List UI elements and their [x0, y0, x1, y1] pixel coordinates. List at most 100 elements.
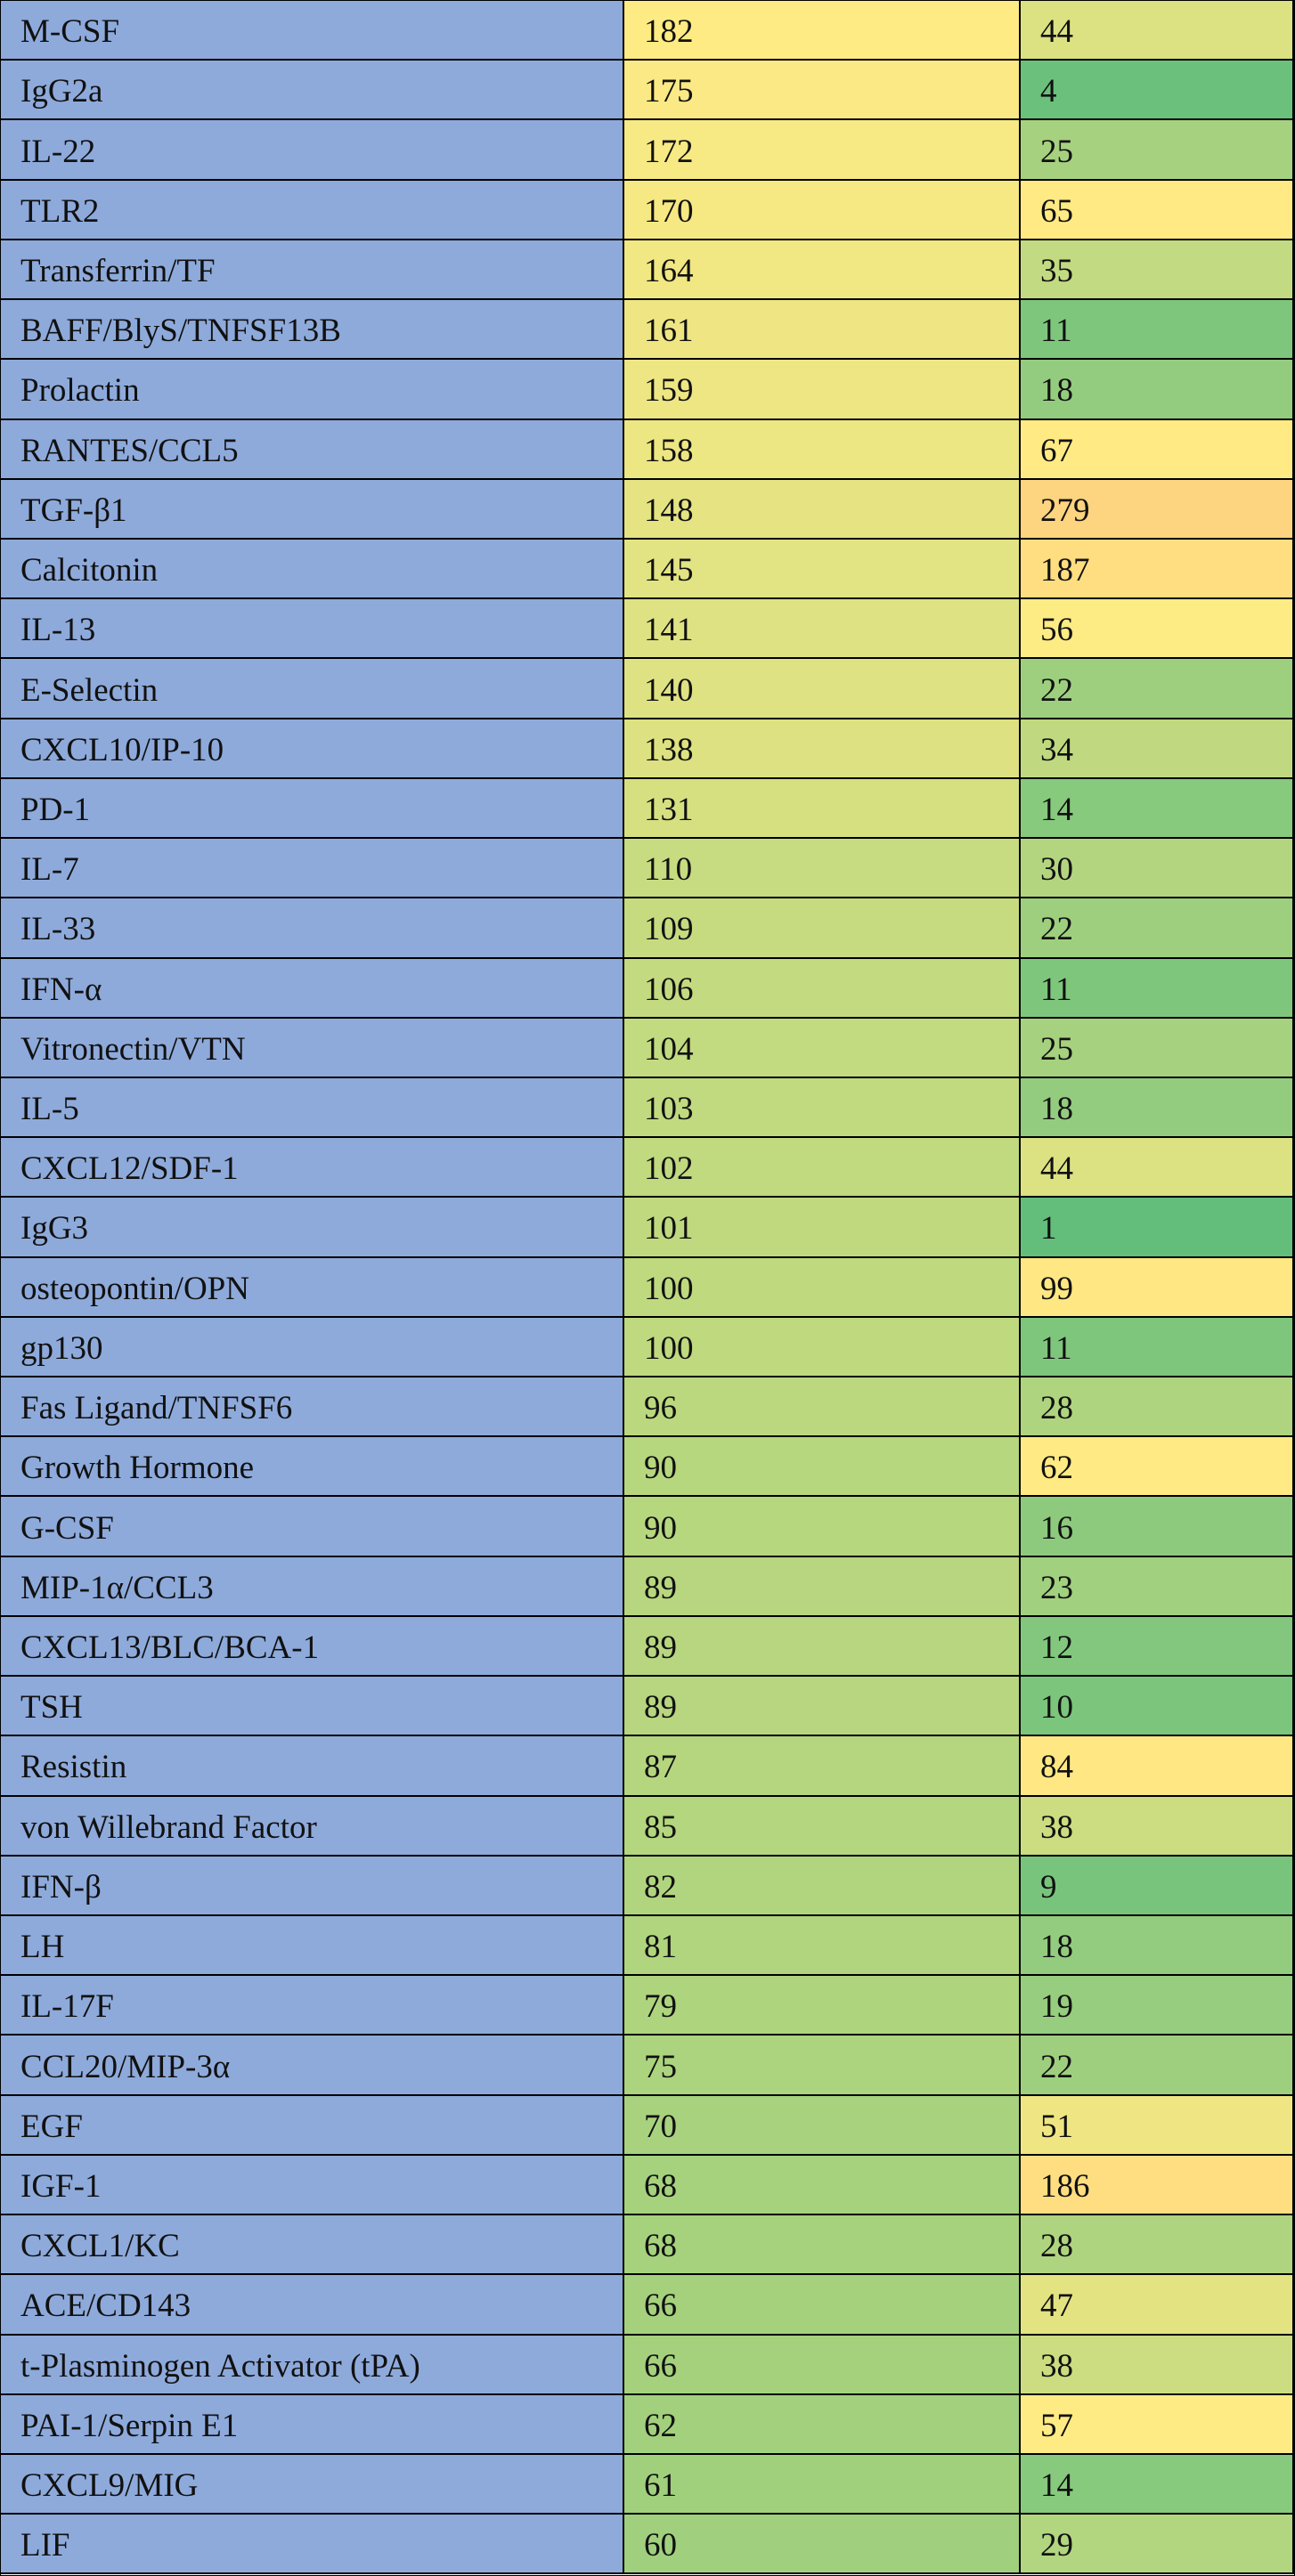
- row-label: BAFF/BlyS/TNFSF13B: [1, 300, 624, 361]
- value-cell: 11: [1021, 958, 1294, 1019]
- value-cell: 89: [624, 1677, 1021, 1737]
- row-label: IGF-1: [1, 2155, 624, 2216]
- row-label: CCL20/MIP-3α: [1, 2036, 624, 2096]
- row-label: Growth Hormone: [1, 1437, 624, 1498]
- row-label: M-CSF: [1, 1, 624, 61]
- value-cell: 131: [624, 778, 1021, 840]
- value-cell: 47: [1021, 2275, 1294, 2336]
- row-label: G-CSF: [1, 1497, 624, 1557]
- value-cell: 84: [1021, 1736, 1294, 1797]
- value-cell: 96: [624, 1377, 1021, 1438]
- value-cell: 68: [624, 2215, 1021, 2276]
- value-cell: 16: [1021, 1497, 1294, 1557]
- row-label: von Willebrand Factor: [1, 1796, 624, 1857]
- value-cell: 159: [624, 360, 1021, 420]
- row-label: E-Selectin: [1, 659, 624, 719]
- value-cell: 62: [624, 2394, 1021, 2455]
- value-cell: 60: [624, 2515, 1021, 2575]
- value-cell: 11: [1021, 1317, 1294, 1378]
- value-cell: 158: [624, 419, 1021, 480]
- value-cell: 61: [624, 2454, 1021, 2515]
- value-cell: 57: [1021, 2394, 1294, 2455]
- row-label: LH: [1, 1916, 624, 1977]
- row-label: RANTES/CCL5: [1, 419, 624, 480]
- row-label: IgG3: [1, 1198, 624, 1258]
- value-cell: 145: [624, 539, 1021, 600]
- row-label: MIP-1α/CCL3: [1, 1556, 624, 1617]
- value-cell: 99: [1021, 1257, 1294, 1318]
- value-cell: 35: [1021, 240, 1294, 301]
- row-label: CXCL10/IP-10: [1, 719, 624, 779]
- row-label: ACE/CD143: [1, 2275, 624, 2336]
- value-cell: 104: [624, 1018, 1021, 1078]
- row-label: IL-33: [1, 898, 624, 959]
- value-cell: 68: [624, 2155, 1021, 2216]
- value-cell: 62: [1021, 1437, 1294, 1498]
- value-cell: 100: [624, 1257, 1021, 1318]
- value-cell: 30: [1021, 839, 1294, 899]
- value-cell: 100: [624, 1317, 1021, 1378]
- row-label: Resistin: [1, 1736, 624, 1797]
- value-cell: 44: [1021, 1138, 1294, 1199]
- value-cell: 106: [624, 958, 1021, 1019]
- value-cell: 18: [1021, 1916, 1294, 1977]
- row-label: PAI-1/Serpin E1: [1, 2394, 624, 2455]
- value-cell: 14: [1021, 2454, 1294, 2515]
- value-cell: 38: [1021, 2335, 1294, 2395]
- value-cell: 82: [624, 1856, 1021, 1916]
- row-label: Calcitonin: [1, 539, 624, 600]
- value-cell: 18: [1021, 1077, 1294, 1139]
- value-cell: 110: [624, 839, 1021, 899]
- value-cell: 79: [624, 1976, 1021, 2036]
- row-label: Transferrin/TF: [1, 240, 624, 301]
- value-cell: 175: [624, 61, 1021, 121]
- value-cell: 103: [624, 1077, 1021, 1139]
- value-cell: 187: [1021, 539, 1294, 600]
- value-cell: 89: [624, 1556, 1021, 1617]
- row-label: CXCL12/SDF-1: [1, 1138, 624, 1199]
- row-label: osteopontin/OPN: [1, 1257, 624, 1318]
- value-cell: 138: [624, 719, 1021, 779]
- value-cell: 4: [1021, 61, 1294, 121]
- row-label: Vitronectin/VTN: [1, 1018, 624, 1078]
- value-cell: 22: [1021, 898, 1294, 959]
- value-cell: 25: [1021, 120, 1294, 181]
- row-label: IgG2a: [1, 61, 624, 121]
- row-label: TSH: [1, 1677, 624, 1737]
- value-cell: 12: [1021, 1616, 1294, 1678]
- value-cell: 67: [1021, 419, 1294, 480]
- value-cell: 140: [624, 659, 1021, 719]
- value-cell: 89: [624, 1616, 1021, 1678]
- value-cell: 25: [1021, 1018, 1294, 1078]
- value-cell: 22: [1021, 659, 1294, 719]
- row-label: IL-17F: [1, 1976, 624, 2036]
- row-label: TLR2: [1, 180, 624, 240]
- row-label: IL-5: [1, 1077, 624, 1139]
- value-cell: 161: [624, 300, 1021, 361]
- value-cell: 51: [1021, 2095, 1294, 2156]
- value-cell: 19: [1021, 1976, 1294, 2036]
- row-label: IFN-β: [1, 1856, 624, 1916]
- row-label: IFN-α: [1, 958, 624, 1019]
- value-cell: 56: [1021, 599, 1294, 660]
- row-label: CXCL9/MIG: [1, 2454, 624, 2515]
- row-label: gp130: [1, 1317, 624, 1378]
- row-label: Fas Ligand/TNFSF6: [1, 1377, 624, 1438]
- row-label: CXCL1/KC: [1, 2215, 624, 2276]
- row-label: TGF-β1: [1, 479, 624, 540]
- row-label: Prolactin: [1, 360, 624, 420]
- value-cell: 172: [624, 120, 1021, 181]
- value-cell: 182: [624, 1, 1021, 61]
- value-cell: 28: [1021, 2215, 1294, 2276]
- value-cell: 70: [624, 2095, 1021, 2156]
- value-cell: 279: [1021, 479, 1294, 540]
- value-cell: 75: [624, 2036, 1021, 2096]
- value-cell: 164: [624, 240, 1021, 301]
- value-cell: 9: [1021, 1856, 1294, 1916]
- value-cell: 1: [1021, 1198, 1294, 1258]
- value-cell: 29: [1021, 2515, 1294, 2575]
- row-label: PD-1: [1, 778, 624, 840]
- value-cell: 66: [624, 2335, 1021, 2395]
